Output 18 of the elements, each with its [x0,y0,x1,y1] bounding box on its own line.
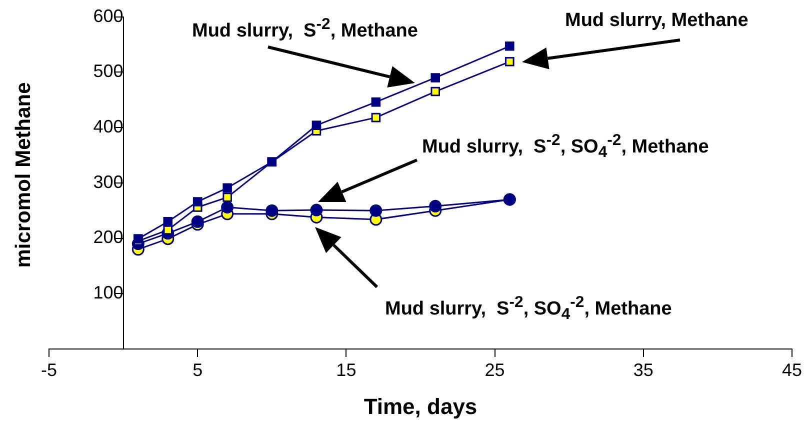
annotation: Mud slurry, S$^{-2}$, Methane [192,15,418,44]
y-tick-label: 500 [93,61,124,82]
y-tick-label: 300 [93,172,124,192]
y-tick-label: 100 [93,282,124,303]
annotation: Mud slurry, S$^{-2}$, SO$_{4}$$^{-2}$, Methane [385,293,672,326]
x-tick-label: -5 [40,360,58,380]
y-tick-label: 600 [93,6,124,26]
annotation: Mud slurry, Methane [565,9,748,33]
x-tick-label: 45 [782,360,802,380]
x-tick-label: 15 [336,360,356,380]
annotation: Mud slurry, S$^{-2}$, SO$_{4}$$^{-2}$, Methane [422,131,709,164]
y-tick-label: 400 [93,116,124,136]
y-tick-label: 200 [93,227,124,248]
x-tick-label: 5 [192,360,203,380]
x-tick-label: 25 [484,360,505,380]
x-tick-label: 35 [633,360,654,380]
y-axis-title: micromol Methane [12,82,36,268]
x-axis-title: Time, days [364,394,478,419]
